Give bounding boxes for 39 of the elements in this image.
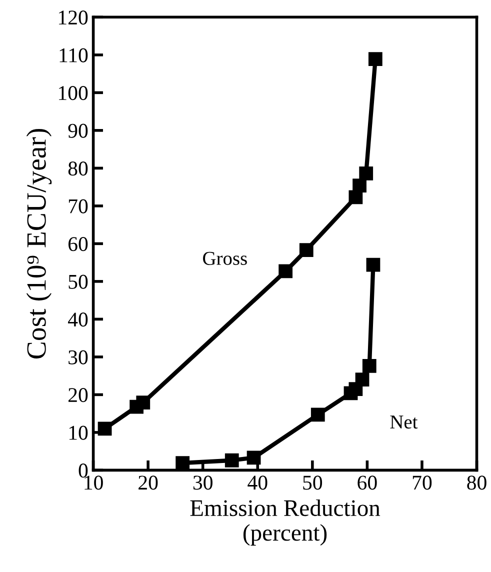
x-tick-label: 30 bbox=[193, 476, 212, 490]
x-tick-label: 70 bbox=[412, 476, 432, 490]
point bbox=[355, 372, 370, 387]
point bbox=[310, 408, 325, 422]
y-tick-label: 120 bbox=[59, 10, 88, 25]
point bbox=[366, 258, 380, 272]
point bbox=[246, 450, 261, 465]
point bbox=[368, 52, 382, 66]
y-tick-label: 90 bbox=[68, 124, 88, 138]
x-tick-label: 80 bbox=[467, 476, 486, 490]
x-tick-label: 50 bbox=[303, 476, 322, 490]
y-axis-title: Cost (10⁹ ECU/year) bbox=[26, 128, 52, 358]
point bbox=[359, 166, 374, 180]
y-tick-label: 0 bbox=[78, 464, 88, 478]
y-tick-label: 20 bbox=[68, 388, 88, 402]
point bbox=[224, 453, 239, 468]
y-tick-label: 70 bbox=[68, 199, 88, 214]
y-tick-label: 30 bbox=[68, 350, 88, 364]
x-tick-label: 20 bbox=[138, 476, 158, 490]
series-label: Net bbox=[390, 416, 418, 429]
y-tick-label: 100 bbox=[59, 86, 88, 100]
point bbox=[352, 178, 366, 192]
x-tick-label: 60 bbox=[358, 476, 377, 490]
y-tick-label: 110 bbox=[60, 48, 88, 62]
y-tick-label: 60 bbox=[68, 237, 88, 252]
point bbox=[176, 456, 190, 470]
y-tick-label: 40 bbox=[68, 312, 88, 327]
y-tick-label: 80 bbox=[68, 162, 88, 176]
point bbox=[299, 243, 314, 258]
series-label: Gross bbox=[203, 252, 247, 265]
point bbox=[278, 264, 293, 278]
x-axis-title: Emission Reduction (percent) bbox=[190, 499, 380, 546]
y-tick-label: 50 bbox=[68, 274, 88, 289]
y-tick-label: 10 bbox=[69, 426, 88, 440]
point bbox=[98, 422, 112, 436]
x-tick-label: 10 bbox=[84, 476, 103, 490]
point bbox=[136, 396, 150, 410]
x-tick-label: 40 bbox=[248, 476, 268, 490]
point bbox=[362, 359, 376, 373]
